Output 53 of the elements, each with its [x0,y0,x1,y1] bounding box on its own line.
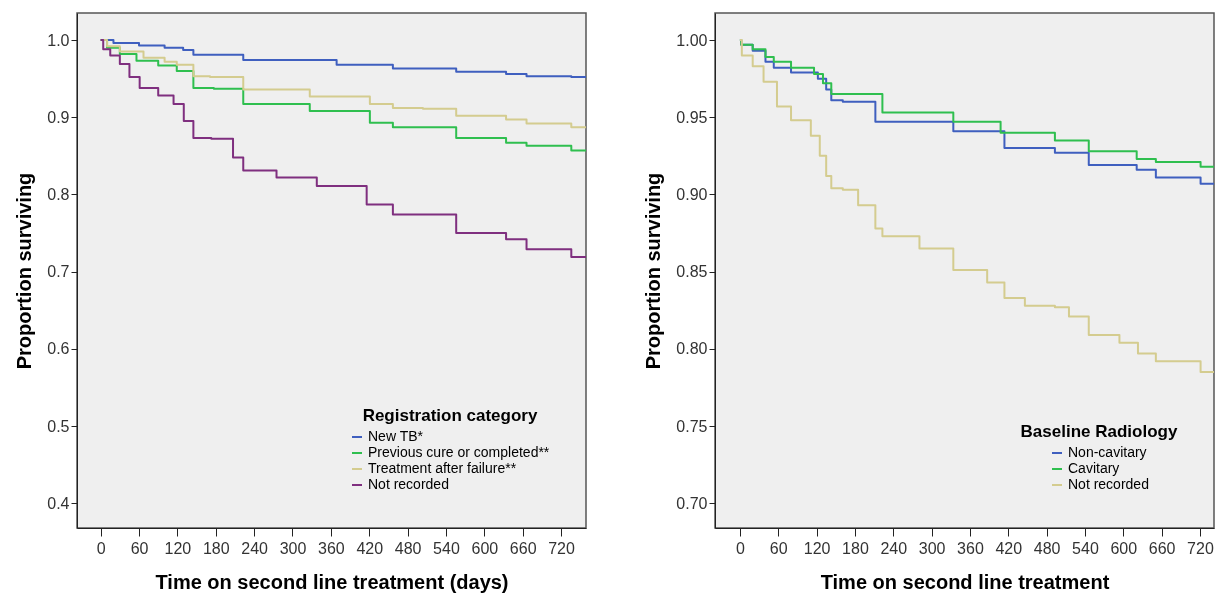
x-tick-label: 120 [803,539,831,557]
y-tick-label: 0.90 [676,185,708,203]
x-tick-label: 300 [918,539,946,557]
y-tick-label: 1.0 [47,31,70,49]
x-tick-label: 720 [548,539,576,557]
x-tick-label: 480 [1033,539,1061,557]
y-tick-label: 0.7 [47,263,70,281]
x-tick-label: 120 [164,539,192,557]
y-tick-label: 1.00 [676,31,708,49]
x-tick-label: 540 [1072,539,1099,557]
x-tick-label: 360 [957,539,984,557]
x-tick-label: 420 [356,539,384,557]
x-tick-label: 240 [880,539,908,557]
x-tick-label: 180 [202,539,230,557]
y-tick-label: 0.75 [676,417,708,435]
legend-label: Not recorded [1068,476,1149,492]
x-tick-label: 60 [130,539,149,557]
x-tick-label: 240 [241,539,269,557]
x-tick-label: 720 [1187,539,1214,557]
x-tick-label: 600 [471,539,499,557]
y-tick-label: 0.8 [47,185,70,203]
legend-label: Non-cavitary [1068,444,1147,460]
x-tick-label: 60 [769,539,788,557]
y-tick-label: 0.70 [676,494,708,512]
y-tick-label: 0.95 [676,108,708,126]
x-tick-label: 420 [995,539,1023,557]
y-tick-label: 0.6 [47,340,70,358]
x-tick-label: 480 [394,539,422,557]
y-axis-title: Proportion surviving [13,172,36,370]
y-tick-label: 0.5 [47,417,70,435]
x-tick-label: 660 [1148,539,1176,557]
y-tick-label: 0.85 [676,263,708,281]
x-tick-label: 360 [318,539,345,557]
x-tick-label: 300 [279,539,307,557]
x-tick-label: 0 [735,539,745,557]
x-tick-label: 660 [509,539,537,557]
legend-label: Previous cure or completed** [368,444,550,460]
legend-title: Registration category [362,406,538,425]
x-axis-title: Time on second line treatment (days) [155,570,509,593]
legend-label: New TB* [368,428,424,444]
y-axis-title: Proportion surviving [642,172,665,370]
y-tick-label: 0.4 [47,494,70,512]
x-tick-label: 600 [1110,539,1138,557]
x-tick-label: 180 [842,539,869,557]
legend-label: Treatment after failure** [368,460,517,476]
y-tick-label: 0.9 [47,108,70,126]
x-tick-label: 0 [96,539,106,557]
x-tick-label: 540 [433,539,460,557]
y-tick-label: 0.80 [676,340,708,358]
legend-title: Baseline Radiology [1020,422,1178,441]
legend-label: Cavitary [1068,460,1120,476]
x-axis-title: Time on second line treatment [820,570,1110,593]
legend-label: Not recorded [368,476,449,492]
